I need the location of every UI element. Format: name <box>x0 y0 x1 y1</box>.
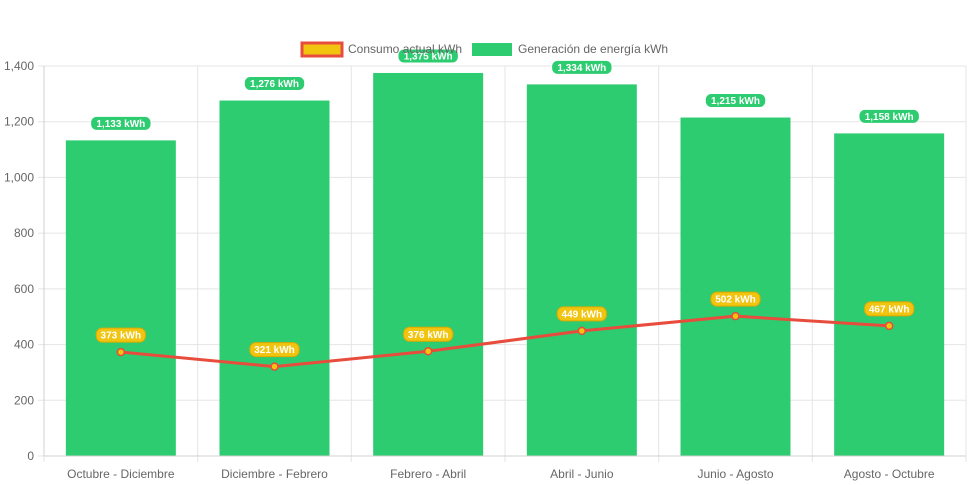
line-data-label-text: 321 kWh <box>254 345 295 356</box>
bar-data-label: 1,276 kWh <box>243 76 306 92</box>
bar-data-label: 1,133 kWh <box>90 115 152 131</box>
bar-data-label-text: 1,334 kWh <box>557 63 606 74</box>
line-data-label-bg <box>249 342 300 358</box>
line-data-label-text: 373 kWh <box>101 331 142 342</box>
axes: 0 200 400 600 800 1,000 1,200 1,400 Octubre - Di… <box>4 59 966 481</box>
line-point[interactable] <box>577 326 587 336</box>
line-data-label-bg <box>556 306 607 322</box>
data-labels: 1,133 kWh 1,276 kWh 1,375 kWh 1,334 kWh 1,21… <box>90 48 920 358</box>
x-tick-label: Abril - Junio <box>550 467 614 481</box>
line-point[interactable] <box>884 321 894 331</box>
x-tick-label: Febrero - Abril <box>390 467 466 481</box>
legend-swatch-consumo <box>300 41 344 58</box>
bar[interactable] <box>219 100 330 457</box>
bar[interactable] <box>834 133 945 456</box>
legend-swatch-generacion <box>472 43 512 56</box>
line-data-label: 373 kWh <box>95 327 146 343</box>
bar-data-label-text: 1,375 kWh <box>404 51 453 62</box>
line-data-label: 449 kWh <box>556 306 607 322</box>
legend-label-generacion: Generación de energía kWh <box>518 42 668 56</box>
legend[interactable]: Consumo actual kWh Generación de energía… <box>300 41 668 58</box>
line-data-label-bg <box>710 291 761 307</box>
bar-data-label-text: 1,276 kWh <box>250 79 299 90</box>
line-data-label: 467 kWh <box>864 301 915 317</box>
bar[interactable] <box>680 117 791 457</box>
legend-item-consumo[interactable]: Consumo actual kWh <box>300 41 462 58</box>
line-point[interactable] <box>423 347 433 356</box>
bar[interactable] <box>526 84 637 456</box>
line-data-label-text: 449 kWh <box>562 309 603 320</box>
bar-data-label-text: 1,215 kWh <box>711 96 760 107</box>
y-tick-label: 1,400 <box>4 59 34 73</box>
bar-data-label-bg <box>551 59 613 75</box>
line-path <box>120 314 890 369</box>
y-tick-label: 1,000 <box>4 170 34 184</box>
line-data-label: 502 kWh <box>710 291 761 307</box>
bar[interactable] <box>65 140 176 456</box>
bar-data-label-text: 1,133 kWh <box>96 119 145 130</box>
bar-data-label: 1,215 kWh <box>704 93 767 109</box>
y-tick-label: 1,200 <box>4 115 34 129</box>
legend-item-generacion[interactable]: Generación de energía kWh <box>472 42 668 56</box>
bar-data-label-bg <box>243 76 306 92</box>
line-data-label-text: 467 kWh <box>869 304 910 315</box>
bar-data-label-text: 1,158 kWh <box>865 112 914 123</box>
x-tick-label: Diciembre - Febrero <box>221 467 328 481</box>
bar-data-label: 1,334 kWh <box>551 59 613 75</box>
line-data-label-text: 502 kWh <box>715 295 756 306</box>
bar[interactable] <box>373 72 484 456</box>
bar-data-label-bg <box>397 48 459 64</box>
line-data-label-text: 376 kWh <box>408 330 449 341</box>
y-tick-label: 200 <box>14 393 34 407</box>
y-tick-label: 800 <box>14 226 34 240</box>
x-tick-label: Agosto - Octubre <box>844 467 935 481</box>
line-point[interactable] <box>116 347 126 357</box>
line-data-label: 376 kWh <box>403 326 454 342</box>
line-data-label-bg <box>403 326 454 342</box>
legend-label-consumo: Consumo actual kWh <box>348 42 462 56</box>
bar-data-label: 1,375 kWh <box>397 48 459 64</box>
line-point[interactable] <box>270 362 279 371</box>
grid-lines <box>38 65 967 462</box>
bar-data-label-bg <box>704 93 767 109</box>
bar-series <box>65 72 945 457</box>
line-point[interactable] <box>731 311 740 321</box>
line-data-label: 321 kWh <box>249 342 300 358</box>
x-tick-label: Octubre - Diciembre <box>67 467 175 481</box>
line-series <box>116 311 894 371</box>
bar-data-label: 1,158 kWh <box>858 108 920 124</box>
line-data-label-bg <box>95 327 146 343</box>
y-tick-label: 0 <box>27 449 34 463</box>
y-tick-label: 600 <box>14 282 34 296</box>
y-tick-label: 400 <box>14 338 34 352</box>
bar-data-label-bg <box>90 115 152 131</box>
line-data-label-bg <box>864 301 915 317</box>
x-tick-label: Junio - Agosto <box>697 467 773 481</box>
bar-data-label-bg <box>858 108 920 124</box>
